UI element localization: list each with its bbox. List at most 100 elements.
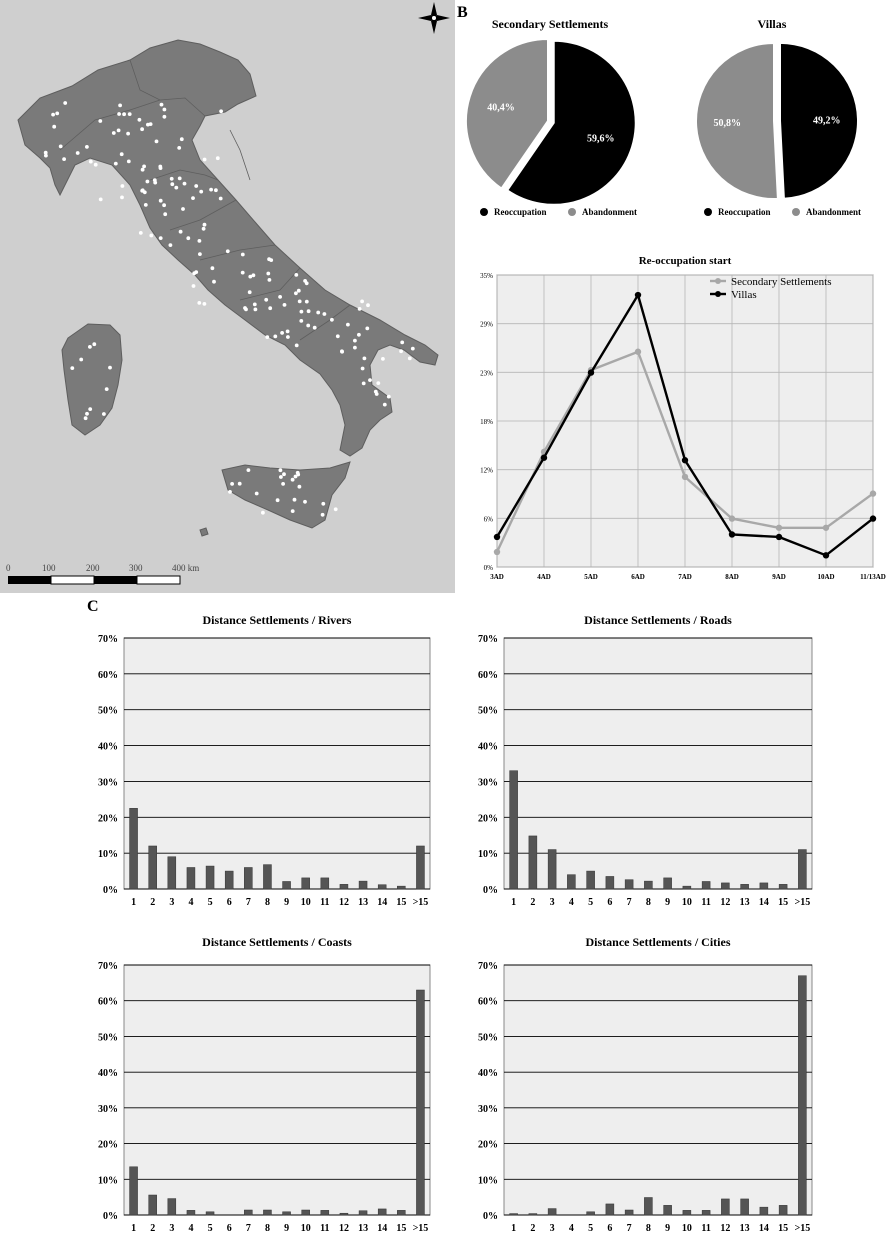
x-tick-label: 10: [301, 1223, 311, 1234]
site-marker: [280, 331, 284, 335]
x-tick-label: 6: [607, 1223, 612, 1234]
site-marker: [51, 112, 55, 117]
x-tick-label: >15: [795, 897, 811, 908]
y-tick-label: 60%: [478, 997, 498, 1008]
bar: [377, 884, 387, 890]
site-marker: [278, 468, 283, 473]
bar: [624, 879, 634, 890]
site-marker: [186, 236, 191, 241]
region-border: [229, 129, 251, 181]
site-marker: [181, 207, 185, 211]
bar: [740, 1198, 749, 1216]
site-marker: [248, 274, 253, 279]
x-tick-label: 14: [759, 1223, 769, 1234]
x-tick-label: 11: [701, 1223, 710, 1234]
series-point: [540, 454, 548, 461]
series-point: [822, 524, 830, 531]
site-marker: [294, 273, 299, 277]
site-marker: [119, 152, 124, 157]
x-tick-label: 4: [188, 1223, 193, 1234]
x-tick-label: 11: [701, 897, 710, 908]
pie-slice: [695, 41, 779, 200]
site-marker: [333, 507, 338, 512]
site-marker: [210, 266, 215, 271]
bar: [301, 877, 310, 890]
x-tick-label: 8: [646, 897, 651, 908]
bar: [740, 884, 749, 890]
x-tick-label: 13: [740, 1223, 750, 1234]
x-tick-label: 9: [284, 1223, 289, 1234]
bar: [205, 865, 215, 890]
site-marker: [122, 112, 126, 117]
site-marker: [158, 236, 163, 241]
bar: [701, 881, 711, 890]
site-marker: [303, 499, 307, 504]
x-tick-label: 7: [627, 897, 632, 908]
site-marker: [400, 340, 405, 345]
x-tick-label: 8AD: [725, 573, 739, 581]
pie-title: Secondary Settlements: [492, 17, 609, 31]
site-marker: [285, 329, 290, 334]
site-marker: [306, 323, 311, 328]
x-tick-label: 14: [377, 897, 387, 908]
bar: [148, 845, 157, 890]
plot-area: [123, 964, 431, 1216]
legend-label: Villas: [731, 289, 757, 301]
plot-area: [503, 964, 813, 1216]
legend-marker: [792, 208, 800, 216]
y-tick-label: 10%: [478, 849, 498, 860]
site-marker: [88, 159, 93, 164]
site-marker: [93, 162, 98, 167]
legend-label: Reoccupation: [718, 207, 771, 217]
site-marker: [346, 322, 350, 327]
y-tick-label: 40%: [98, 1068, 118, 1079]
site-marker: [163, 212, 168, 217]
y-tick-label: 0%: [484, 564, 494, 572]
site-marker: [117, 112, 121, 116]
island: [199, 527, 209, 537]
site-marker: [399, 349, 403, 354]
site-marker: [98, 119, 103, 123]
plot-area: [123, 637, 431, 890]
site-marker: [254, 491, 259, 496]
x-tick-label: 4AD: [537, 573, 551, 581]
y-tick-label: 50%: [98, 1032, 118, 1043]
site-marker: [142, 164, 147, 169]
bar: [282, 1211, 291, 1216]
series-point: [822, 552, 830, 559]
bar: [377, 1208, 387, 1216]
series-point: [869, 490, 877, 497]
scale-tick-200: 200: [86, 563, 100, 573]
scale-tick-400: 400 km: [172, 563, 199, 573]
site-marker: [306, 309, 311, 314]
site-marker: [70, 366, 75, 370]
site-marker: [267, 278, 272, 282]
y-tick-label: 60%: [98, 670, 118, 681]
x-tick-label: 4: [569, 1223, 574, 1234]
pie-slice-label: 50,8%: [713, 118, 741, 129]
site-marker: [362, 356, 367, 361]
x-tick-label: 10: [682, 1223, 692, 1234]
legend-label: Reoccupation: [494, 207, 547, 217]
bar: [244, 867, 253, 890]
y-tick-label: 0%: [103, 885, 118, 896]
legend-marker: [715, 278, 721, 284]
y-tick-label: 0%: [483, 885, 498, 896]
site-marker: [240, 252, 245, 257]
site-marker: [286, 335, 290, 339]
x-tick-label: 6: [607, 897, 612, 908]
site-marker: [261, 510, 265, 515]
site-marker: [290, 509, 295, 513]
site-marker: [357, 332, 361, 337]
site-marker: [373, 389, 378, 394]
panel-label-b: B: [457, 4, 468, 21]
y-tick-label: 30%: [98, 777, 118, 788]
series-point: [634, 291, 642, 299]
site-marker: [209, 187, 214, 192]
site-marker: [202, 222, 207, 227]
site-marker: [108, 365, 112, 370]
y-tick-label: 50%: [98, 706, 118, 717]
x-tick-label: 10: [682, 897, 692, 908]
x-tick-label: 2: [530, 897, 535, 908]
x-tick-label: 5: [208, 1223, 213, 1234]
